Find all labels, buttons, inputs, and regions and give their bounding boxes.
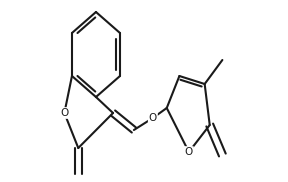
Text: O: O bbox=[149, 113, 157, 123]
Text: O: O bbox=[60, 108, 69, 118]
Text: O: O bbox=[185, 147, 193, 157]
